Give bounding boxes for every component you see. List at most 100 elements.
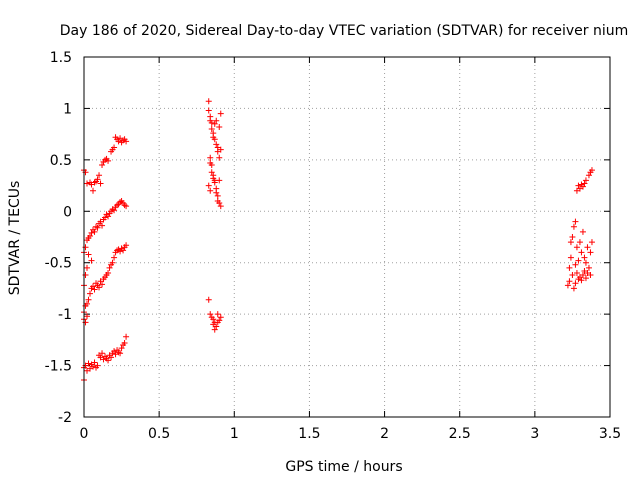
data-point	[588, 167, 595, 174]
data-point	[576, 274, 583, 281]
data-point	[97, 180, 104, 187]
data-point	[566, 264, 573, 271]
data-point	[88, 181, 95, 188]
data-point	[115, 138, 122, 145]
x-tick-label: 1.5	[298, 426, 320, 442]
data-point	[581, 267, 588, 274]
data-point	[99, 162, 106, 168]
data-point	[117, 248, 124, 255]
data-point	[216, 123, 223, 130]
data-point	[576, 185, 583, 192]
data-point	[584, 270, 591, 276]
data-point	[587, 272, 594, 279]
x-tick-label: 3.5	[599, 426, 621, 442]
data-point	[85, 296, 92, 303]
data-point	[576, 239, 583, 246]
x-tick-label: 2	[380, 426, 389, 442]
y-tick-label: -0.5	[45, 256, 72, 272]
data-point	[87, 232, 94, 239]
data-point	[211, 179, 218, 186]
data-point	[117, 135, 124, 142]
data-point	[123, 242, 130, 249]
data-point	[582, 259, 589, 266]
data-point	[111, 144, 118, 151]
data-point	[123, 333, 130, 340]
data-point	[213, 117, 220, 124]
data-point	[105, 157, 112, 164]
data-point	[569, 234, 576, 240]
data-point	[100, 356, 107, 363]
data-point	[587, 249, 594, 256]
data-point	[82, 319, 89, 326]
data-point	[205, 182, 212, 189]
data-point	[211, 136, 218, 143]
data-point	[214, 311, 221, 318]
data-point	[567, 239, 574, 246]
data-point	[570, 223, 577, 230]
data-point	[217, 146, 224, 153]
data-point	[90, 363, 97, 370]
data-point	[579, 183, 586, 190]
data-point	[96, 172, 103, 179]
data-point	[118, 345, 125, 352]
data-point	[581, 254, 588, 261]
data-point	[94, 176, 101, 183]
data-point	[213, 189, 220, 196]
data-point	[216, 200, 223, 207]
data-point	[84, 367, 91, 374]
data-point	[84, 180, 91, 187]
data-point	[217, 203, 224, 210]
data-point	[84, 313, 91, 320]
y-tick-label: 0.5	[50, 153, 72, 169]
data-point	[105, 213, 112, 220]
x-tick-label: 2.5	[449, 426, 471, 442]
data-points	[81, 98, 595, 383]
data-point	[99, 350, 106, 357]
data-point	[90, 283, 97, 290]
data-point	[573, 187, 580, 194]
data-point	[579, 228, 586, 235]
data-point	[108, 354, 115, 361]
plot-frame	[83, 56, 611, 418]
data-point	[88, 229, 95, 236]
data-point	[109, 259, 116, 266]
data-point	[91, 286, 98, 293]
data-point	[211, 120, 218, 127]
data-point	[569, 272, 576, 279]
data-point	[120, 247, 127, 254]
x-tick-label: 0	[80, 426, 89, 442]
data-point	[112, 351, 119, 358]
data-point	[207, 187, 214, 194]
data-point	[97, 354, 104, 361]
data-point	[96, 284, 103, 291]
data-point	[117, 350, 124, 357]
data-point	[570, 285, 577, 292]
data-point	[99, 222, 106, 229]
data-point	[87, 290, 94, 297]
data-point	[205, 296, 212, 303]
y-tick-label: 1	[63, 101, 72, 117]
data-point	[579, 272, 586, 279]
chart-title: Day 186 of 2020, Sidereal Day-to-day VTE…	[60, 23, 629, 39]
y-tick-label: -2	[58, 410, 72, 426]
data-point	[578, 277, 585, 284]
data-point	[582, 177, 589, 184]
data-point	[102, 214, 109, 221]
data-point	[213, 323, 220, 330]
data-point	[121, 339, 128, 346]
data-point	[213, 141, 220, 148]
data-point	[94, 224, 101, 231]
data-point	[217, 314, 224, 321]
data-point	[205, 98, 212, 105]
data-point	[572, 218, 579, 225]
data-point	[211, 326, 218, 333]
data-point	[214, 192, 221, 199]
data-point	[85, 251, 92, 258]
grid-lines	[84, 57, 610, 417]
x-tick-label: 3	[530, 426, 539, 442]
data-point	[208, 169, 215, 176]
y-tick-label: 1.5	[50, 50, 72, 66]
data-point	[208, 126, 215, 132]
data-point	[99, 281, 106, 288]
y-axis-label: SDTVAR / TECUs	[7, 181, 23, 296]
